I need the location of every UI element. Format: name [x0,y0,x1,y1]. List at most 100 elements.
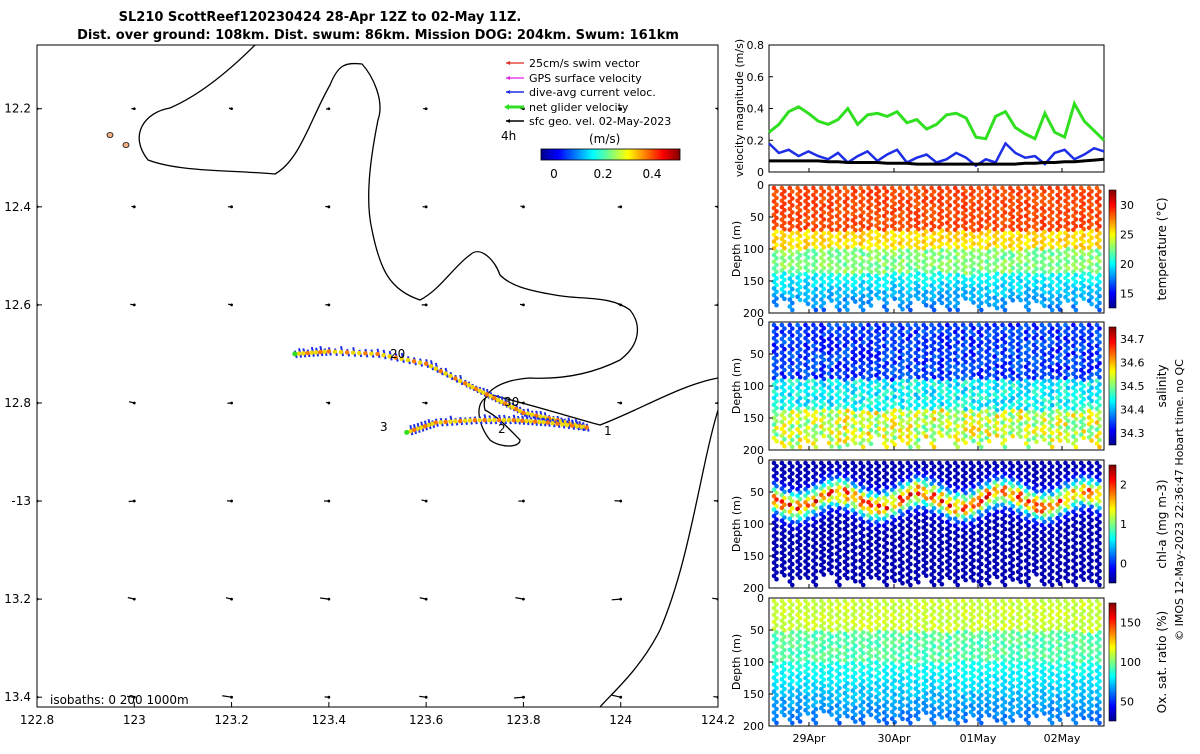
colorbar-tick-1: 0.2 [593,167,612,181]
profile-sample [829,298,834,303]
profile-sample [774,439,779,444]
profile-sample [774,303,779,308]
profile-sample [1011,298,1016,303]
isobaths-label: isobaths: 0 200 1000m [50,693,189,707]
profile-sample [885,308,890,313]
colorbar-tick-label: 34.5 [1120,380,1145,393]
track-point [448,374,452,378]
track-point [458,379,462,383]
profile-sample [1042,304,1047,309]
sfc-vector-tail [133,205,136,208]
profile-sample [924,303,929,308]
depth-tick-label: 100 [743,243,764,256]
track-point [375,352,379,356]
profile-sample [853,299,858,304]
track-end [404,430,409,435]
velocity-panel: 00.20.40.60.8 velocity magnitude (m/s) [733,39,1104,179]
colorbar-tick-label: 34.3 [1120,427,1145,440]
profile-sample [782,573,787,578]
legend-sfc: sfc geo. vel. 02-May-2023 [529,115,671,128]
profile-sample [845,308,850,313]
vel-ytick-label: 0.6 [747,71,765,84]
sfc-vector-tail [425,303,428,306]
track-point [429,364,433,368]
profile-sample [1074,583,1079,588]
track-point [443,371,447,375]
profile-sample [1066,579,1071,584]
depth-tick-label: 150 [743,275,764,288]
track-point [560,422,564,426]
track-point [297,351,301,355]
profile-sample [1018,580,1023,585]
track-point [339,350,343,354]
profile-sample [892,297,897,302]
profile-sample [814,583,819,588]
profile-sample [892,442,897,447]
track-point [412,359,416,363]
profile-sample [814,308,819,313]
profile-sample [963,296,968,301]
track-point [418,360,422,364]
profile-sample [924,434,929,439]
map-ytick-label: 12.2 [4,102,31,116]
depth-tick-label: 0 [757,454,764,467]
profile-sample [1066,439,1071,444]
profile-sample [932,308,937,313]
depth-tick-label: 50 [750,486,764,499]
sfc-vector-tail [327,107,330,110]
profile-sample [885,445,890,450]
track-point [580,425,584,429]
sfc-vector-tail [425,205,428,208]
track-point [448,419,452,423]
map-ytick-label: 13.4 [4,690,31,704]
sfc-vector-tail [133,598,136,601]
sfc-vector-tail [619,500,622,503]
sfc-vector-tail [425,500,428,503]
profile-sample [861,308,866,313]
map-xtick-label: 123 [123,713,146,727]
track-point [406,358,410,362]
profile-sample [971,300,976,305]
colorbar-units: (m/s) [589,132,620,146]
track-point [533,419,537,423]
sfc-vector-tail [425,402,428,405]
colorbar-sal [1109,327,1116,445]
track-point [305,351,309,355]
track-point [314,350,318,354]
profile-sample [1011,434,1016,439]
profile-sample [1018,298,1023,303]
map-xtick-label: 122.8 [20,713,54,727]
depth-tick-label: 100 [743,380,764,393]
variable-label: chl-a (mg m-3) [1155,479,1169,568]
map-xtick-label: 123.6 [409,713,443,727]
profile-sample [1034,299,1039,304]
sfc-vector-tail [619,205,622,208]
track-point [507,418,511,422]
profile-sample [782,444,787,449]
track-point [538,414,542,418]
profile-sample [916,297,921,302]
map-ytick-label: 12.6 [4,298,31,312]
profile-sample [853,441,858,446]
colorbar-tick-label: 34.7 [1120,333,1145,346]
track-point [333,350,337,354]
profile-sample [900,581,905,586]
sfc-vector-tail [133,402,136,405]
profile-sample [798,298,803,303]
profile-sample [885,583,890,588]
map-ytick-label: 12.8 [4,396,31,410]
profile-sample [1081,297,1086,302]
profile-sample [979,308,984,313]
legend-net: net glider velocity [529,101,629,114]
profile-sample [861,583,866,588]
track-label-30: 30 [504,395,519,409]
profile-sample [861,445,866,450]
track-point [345,350,349,354]
sfc-vector-tail [425,696,428,699]
track-point [529,419,533,423]
track-point [439,420,443,424]
profile-sample [987,303,992,308]
